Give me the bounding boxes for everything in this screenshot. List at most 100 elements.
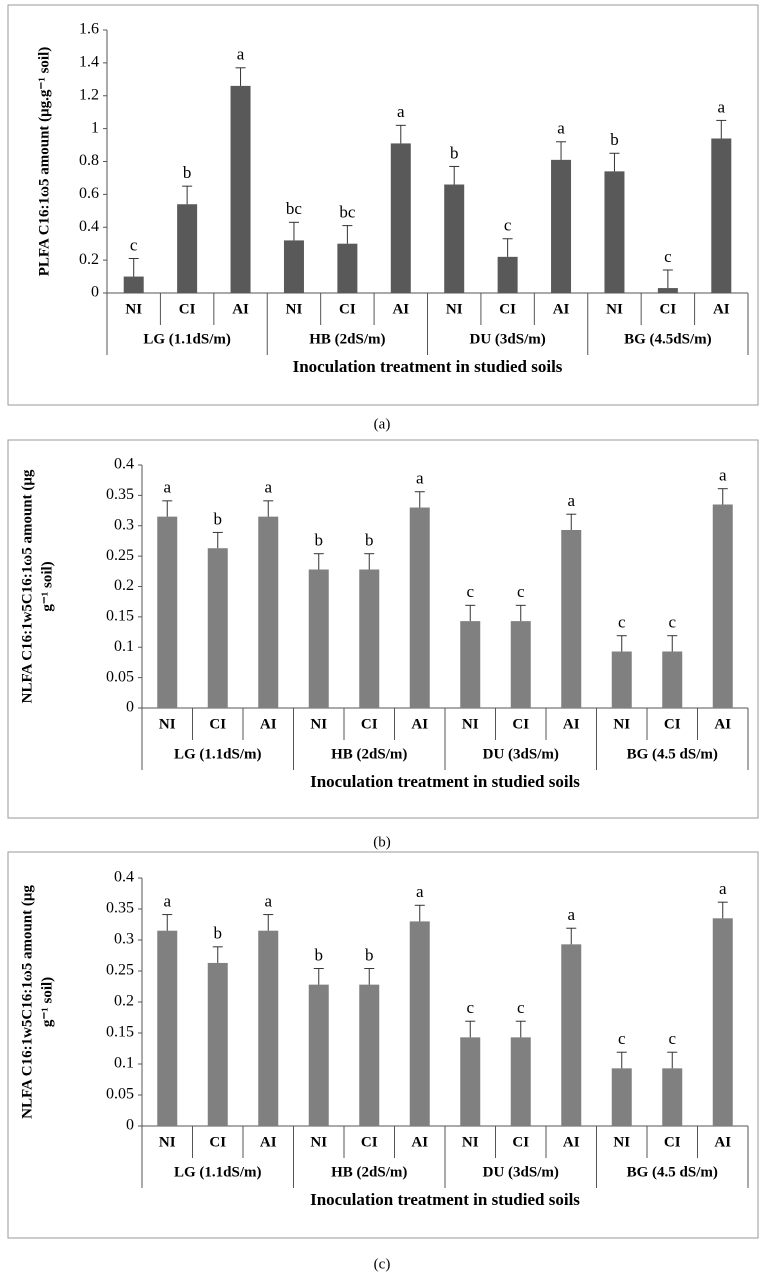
significance-letter: b	[315, 945, 324, 964]
y-tick-label: 0	[126, 1117, 134, 1134]
bar	[662, 651, 683, 708]
bar	[409, 921, 430, 1126]
x-tick-label: CI	[512, 716, 529, 732]
panel-frame	[7, 4, 759, 406]
y-axis-label: PLFA C16:1ω5 amount (μg.g⁻¹ soil)	[36, 47, 52, 277]
panel-caption: (c)	[374, 1256, 391, 1272]
x-tick-label: AI	[411, 716, 428, 732]
bar	[230, 85, 251, 293]
significance-letter: b	[365, 531, 374, 550]
y-tick-label: 0.2	[114, 993, 134, 1010]
bar	[497, 256, 518, 293]
significance-letter: b	[365, 945, 374, 964]
bar	[510, 621, 531, 708]
y-tick-label: 0.1	[114, 1055, 134, 1072]
y-tick-label: 0.2	[79, 251, 99, 268]
y-tick-label: 0.8	[79, 152, 99, 169]
x-tick-label: CI	[664, 1134, 681, 1150]
significance-letter: a	[557, 119, 565, 138]
group-label: HB (2dS/m)	[331, 746, 407, 762]
significance-letter: b	[214, 509, 223, 528]
y-tick-label: 1.6	[79, 21, 99, 38]
x-tick-label: AI	[260, 716, 277, 732]
significance-letter: b	[610, 130, 619, 149]
x-tick-label: CI	[179, 301, 196, 317]
x-tick-label: NI	[606, 301, 623, 317]
group-label: LG (1.1dS/m)	[174, 746, 262, 762]
bar	[359, 569, 380, 708]
bar	[611, 1068, 632, 1126]
x-tick-label: AI	[714, 1134, 731, 1150]
significance-letter: c	[517, 998, 525, 1017]
bar	[561, 530, 582, 708]
x-tick-label: AI	[714, 716, 731, 732]
bar	[711, 138, 732, 293]
significance-letter: a	[163, 478, 171, 497]
group-label: DU (3dS/m)	[469, 331, 545, 347]
bar	[460, 1037, 481, 1126]
bar	[712, 504, 733, 708]
y-tick-label: 1	[91, 119, 99, 136]
bar	[611, 651, 632, 708]
bar	[258, 930, 279, 1126]
group-label: LG (1.1dS/m)	[174, 1164, 262, 1180]
group-label: BG (4.5 dS/m)	[627, 1164, 718, 1180]
significance-letter: c	[618, 1029, 626, 1048]
y-tick-label: 0.25	[106, 547, 134, 564]
x-tick-label: AI	[392, 301, 409, 317]
significance-letter: a	[719, 466, 727, 485]
x-tick-label: CI	[361, 1134, 378, 1150]
y-tick-label: 0.15	[106, 1024, 134, 1041]
significance-letter: c	[668, 613, 676, 632]
x-tick-label: NI	[462, 1134, 479, 1150]
bar	[359, 984, 380, 1126]
bar	[712, 918, 733, 1126]
significance-letter: a	[567, 491, 575, 510]
bar	[157, 516, 178, 708]
significance-letter: c	[517, 582, 525, 601]
bar	[123, 276, 144, 293]
x-tick-label: NI	[613, 1134, 630, 1150]
significance-letter: c	[466, 998, 474, 1017]
bar	[157, 930, 178, 1126]
group-label: DU (3dS/m)	[483, 1164, 559, 1180]
significance-letter: b	[183, 163, 192, 182]
significance-letter: bc	[286, 199, 303, 218]
x-tick-label: CI	[499, 301, 516, 317]
bar	[662, 1068, 683, 1126]
bar	[207, 962, 228, 1126]
group-label: BG (4.5dS/m)	[624, 331, 712, 347]
bar	[207, 548, 228, 708]
y-tick-label: 0.4	[114, 456, 134, 473]
significance-letter: a	[397, 102, 405, 121]
y-tick-label: 1.2	[79, 86, 99, 103]
bar	[510, 1037, 531, 1126]
significance-letter: b	[450, 143, 459, 162]
y-tick-label: 0.05	[106, 668, 134, 685]
bar	[444, 184, 465, 293]
significance-letter: c	[618, 613, 626, 632]
group-label: DU (3dS/m)	[483, 746, 559, 762]
group-label: HB (2dS/m)	[331, 1164, 407, 1180]
y-tick-label: 0.4	[79, 218, 99, 235]
x-tick-label: NI	[125, 301, 142, 317]
y-tick-label: 0	[126, 699, 134, 716]
y-tick-label: 0.1	[114, 638, 134, 655]
bar	[258, 516, 279, 708]
x-axis-label: Inoculation treatment in studied soils	[293, 357, 563, 376]
significance-letter: b	[214, 924, 223, 943]
y-axis-label: NLFA C16:1w5C16:1ω5 amount (μg	[19, 885, 35, 1119]
significance-letter: a	[416, 469, 424, 488]
y-tick-label: 0.3	[114, 516, 134, 533]
x-tick-label: NI	[286, 301, 303, 317]
significance-letter: a	[567, 905, 575, 924]
bar	[551, 159, 572, 293]
significance-letter: a	[237, 45, 245, 64]
x-tick-label: AI	[411, 1134, 428, 1150]
bar	[460, 621, 481, 708]
y-tick-label: 0.05	[106, 1086, 134, 1103]
y-tick-label: 0.35	[106, 486, 134, 503]
y-axis-label: g⁻¹ soil)	[39, 977, 55, 1027]
